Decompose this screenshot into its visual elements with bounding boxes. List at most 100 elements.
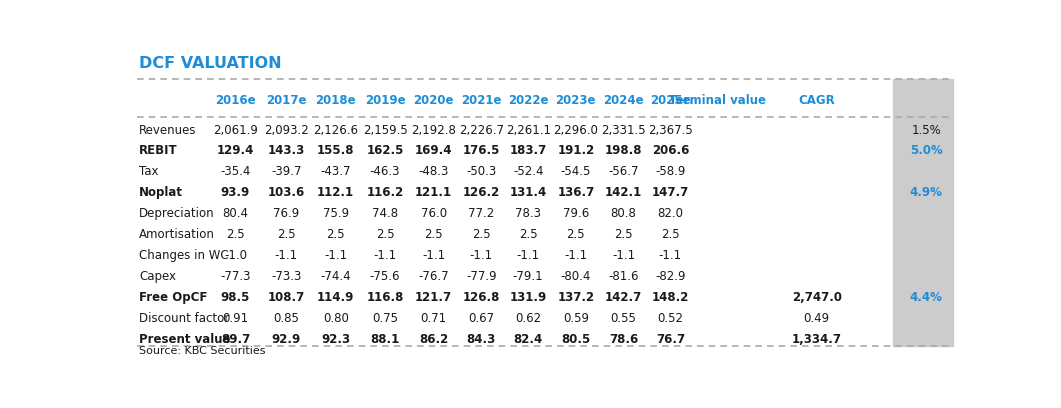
Text: 162.5: 162.5 bbox=[366, 144, 404, 157]
Text: -58.9: -58.9 bbox=[656, 165, 685, 178]
Text: 76.0: 76.0 bbox=[420, 207, 447, 220]
Text: 2,093.2: 2,093.2 bbox=[264, 124, 309, 137]
Text: -43.7: -43.7 bbox=[320, 165, 351, 178]
Text: -1.1: -1.1 bbox=[564, 249, 588, 262]
Text: 80.4: 80.4 bbox=[223, 207, 248, 220]
Text: 126.2: 126.2 bbox=[463, 186, 500, 200]
Text: Changes in WC: Changes in WC bbox=[139, 249, 229, 262]
Text: 142.7: 142.7 bbox=[605, 291, 642, 304]
Text: -77.9: -77.9 bbox=[466, 270, 497, 283]
Text: 74.8: 74.8 bbox=[372, 207, 398, 220]
Text: 2,126.6: 2,126.6 bbox=[313, 124, 359, 137]
Text: 131.9: 131.9 bbox=[509, 291, 546, 304]
Text: 108.7: 108.7 bbox=[267, 291, 305, 304]
Text: 2.5: 2.5 bbox=[226, 228, 245, 241]
Text: 0.91: 0.91 bbox=[223, 312, 248, 325]
Text: CAGR: CAGR bbox=[798, 94, 835, 107]
Text: Noplat: Noplat bbox=[139, 186, 184, 200]
Text: 1.5%: 1.5% bbox=[911, 124, 941, 137]
Text: 121.1: 121.1 bbox=[415, 186, 452, 200]
Text: -75.6: -75.6 bbox=[370, 270, 400, 283]
Text: -1.1: -1.1 bbox=[470, 249, 492, 262]
Text: -35.4: -35.4 bbox=[221, 165, 250, 178]
Text: -1.1: -1.1 bbox=[275, 249, 298, 262]
Text: 92.9: 92.9 bbox=[272, 333, 301, 346]
Text: 98.5: 98.5 bbox=[221, 291, 250, 304]
Text: 143.3: 143.3 bbox=[267, 144, 305, 157]
Text: 148.2: 148.2 bbox=[651, 291, 689, 304]
Text: -54.5: -54.5 bbox=[560, 165, 591, 178]
Text: 198.8: 198.8 bbox=[605, 144, 642, 157]
Text: 0.62: 0.62 bbox=[515, 312, 541, 325]
Text: 77.2: 77.2 bbox=[468, 207, 494, 220]
Text: 2.5: 2.5 bbox=[376, 228, 395, 241]
Text: 2017e: 2017e bbox=[266, 94, 307, 107]
Text: 116.2: 116.2 bbox=[366, 186, 403, 200]
Text: -46.3: -46.3 bbox=[370, 165, 400, 178]
Text: 116.8: 116.8 bbox=[366, 291, 404, 304]
Text: -48.3: -48.3 bbox=[418, 165, 449, 178]
Text: 76.7: 76.7 bbox=[656, 333, 685, 346]
Text: 131.4: 131.4 bbox=[509, 186, 546, 200]
Text: 2,159.5: 2,159.5 bbox=[363, 124, 407, 137]
Text: 136.7: 136.7 bbox=[557, 186, 594, 200]
Text: -1.1: -1.1 bbox=[659, 249, 682, 262]
Text: 0.75: 0.75 bbox=[372, 312, 398, 325]
Text: Depreciation: Depreciation bbox=[139, 207, 214, 220]
Text: -1.0: -1.0 bbox=[224, 249, 247, 262]
Text: Terminal value: Terminal value bbox=[668, 94, 766, 107]
Text: -82.9: -82.9 bbox=[655, 270, 685, 283]
Text: -1.1: -1.1 bbox=[517, 249, 540, 262]
Text: 2.5: 2.5 bbox=[277, 228, 296, 241]
Text: 2020e: 2020e bbox=[414, 94, 454, 107]
Text: 2.5: 2.5 bbox=[567, 228, 586, 241]
Text: 0.71: 0.71 bbox=[420, 312, 447, 325]
Text: 82.4: 82.4 bbox=[514, 333, 543, 346]
Bar bbox=[893, 79, 953, 346]
Text: 2.5: 2.5 bbox=[519, 228, 538, 241]
Text: 5.0%: 5.0% bbox=[909, 144, 942, 157]
Text: 183.7: 183.7 bbox=[509, 144, 546, 157]
Text: 0.52: 0.52 bbox=[658, 312, 683, 325]
Text: 2021e: 2021e bbox=[462, 94, 502, 107]
Text: 78.6: 78.6 bbox=[609, 333, 638, 346]
Text: 2.5: 2.5 bbox=[661, 228, 680, 241]
Text: 2,296.0: 2,296.0 bbox=[554, 124, 598, 137]
Text: 75.9: 75.9 bbox=[323, 207, 349, 220]
Text: 129.4: 129.4 bbox=[216, 144, 254, 157]
Text: 114.9: 114.9 bbox=[317, 291, 354, 304]
Text: Discount factor: Discount factor bbox=[139, 312, 229, 325]
Text: Tax: Tax bbox=[139, 165, 159, 178]
Text: 2023e: 2023e bbox=[556, 94, 596, 107]
Text: 76.9: 76.9 bbox=[274, 207, 299, 220]
Text: 80.5: 80.5 bbox=[561, 333, 591, 346]
Text: -1.1: -1.1 bbox=[422, 249, 446, 262]
Text: -1.1: -1.1 bbox=[373, 249, 397, 262]
Text: 112.1: 112.1 bbox=[317, 186, 354, 200]
Text: 155.8: 155.8 bbox=[317, 144, 354, 157]
Text: 2024e: 2024e bbox=[604, 94, 644, 107]
Text: 2.5: 2.5 bbox=[424, 228, 442, 241]
Text: -39.7: -39.7 bbox=[272, 165, 301, 178]
Text: 2.5: 2.5 bbox=[327, 228, 345, 241]
Text: 79.6: 79.6 bbox=[562, 207, 589, 220]
Text: Source: KBC Securities: Source: KBC Securities bbox=[139, 346, 265, 356]
Text: Free OpCF: Free OpCF bbox=[139, 291, 208, 304]
Text: -52.4: -52.4 bbox=[512, 165, 543, 178]
Text: 0.80: 0.80 bbox=[323, 312, 349, 325]
Text: 137.2: 137.2 bbox=[557, 291, 594, 304]
Text: -1.1: -1.1 bbox=[325, 249, 347, 262]
Text: 103.6: 103.6 bbox=[267, 186, 305, 200]
Text: 92.3: 92.3 bbox=[321, 333, 350, 346]
Text: 2025e: 2025e bbox=[650, 94, 691, 107]
Text: 126.8: 126.8 bbox=[463, 291, 500, 304]
Text: -77.3: -77.3 bbox=[221, 270, 250, 283]
Text: DCF VALUATION: DCF VALUATION bbox=[139, 55, 282, 71]
Text: 2,261.1: 2,261.1 bbox=[506, 124, 551, 137]
Text: 2,747.0: 2,747.0 bbox=[792, 291, 841, 304]
Text: 147.7: 147.7 bbox=[651, 186, 689, 200]
Text: 2018e: 2018e bbox=[315, 94, 356, 107]
Text: 2,061.9: 2,061.9 bbox=[213, 124, 258, 137]
Text: Present value: Present value bbox=[139, 333, 230, 346]
Text: 2,226.7: 2,226.7 bbox=[458, 124, 504, 137]
